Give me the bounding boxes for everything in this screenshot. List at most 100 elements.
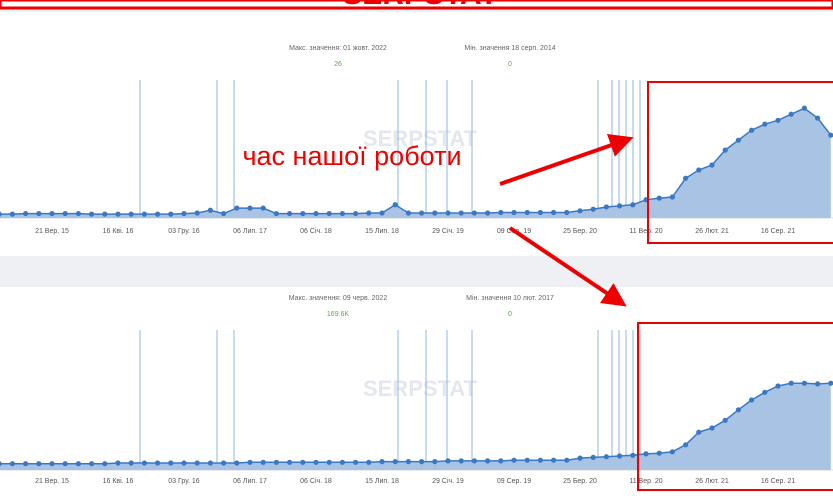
point bbox=[326, 210, 332, 217]
point bbox=[458, 210, 464, 216]
x-tick-label: 11 Вер. 20 bbox=[629, 478, 662, 485]
highlight-box bbox=[637, 322, 833, 491]
point bbox=[247, 205, 253, 211]
point bbox=[155, 460, 161, 466]
point bbox=[696, 167, 702, 173]
point bbox=[617, 203, 623, 209]
point bbox=[260, 459, 266, 465]
arrow bbox=[508, 226, 627, 307]
max-value: 169.6K bbox=[327, 311, 350, 318]
point bbox=[0, 461, 2, 467]
point bbox=[273, 459, 279, 465]
point bbox=[300, 210, 306, 217]
point bbox=[630, 202, 636, 208]
x-tick-label: 16 Кві. 16 bbox=[103, 477, 134, 485]
point bbox=[89, 211, 95, 217]
point bbox=[181, 210, 187, 217]
x-tick-label: 29 Січ. 19 bbox=[432, 227, 464, 235]
point bbox=[762, 121, 768, 127]
point bbox=[709, 425, 715, 431]
point bbox=[234, 460, 240, 466]
point bbox=[749, 397, 755, 403]
watermark: SERPSTAT bbox=[363, 376, 478, 401]
point bbox=[75, 210, 81, 217]
point bbox=[313, 210, 319, 217]
point bbox=[511, 457, 517, 463]
point bbox=[353, 210, 359, 217]
point bbox=[89, 461, 95, 467]
point bbox=[828, 132, 833, 138]
point bbox=[0, 211, 2, 217]
point bbox=[471, 210, 477, 216]
point bbox=[379, 459, 385, 465]
point bbox=[762, 389, 768, 395]
x-tick-label: 21 Вер. 15 bbox=[35, 228, 69, 235]
point bbox=[498, 458, 504, 464]
point bbox=[207, 460, 213, 466]
point bbox=[722, 147, 728, 153]
banner bbox=[0, 0, 833, 10]
x-tick-label: 25 Бер. 20 bbox=[563, 478, 597, 485]
point bbox=[656, 195, 662, 201]
point bbox=[696, 429, 702, 435]
x-tick-label: 06 Січ. 18 bbox=[300, 227, 332, 235]
arrow bbox=[499, 133, 634, 186]
point bbox=[537, 209, 544, 216]
point bbox=[564, 209, 570, 216]
point bbox=[141, 211, 147, 217]
point bbox=[722, 417, 728, 423]
point bbox=[445, 210, 451, 216]
point bbox=[432, 210, 438, 216]
point bbox=[551, 457, 557, 463]
point bbox=[260, 205, 266, 211]
point bbox=[9, 211, 15, 217]
annotation: час нашої роботи bbox=[242, 141, 461, 171]
point bbox=[828, 380, 833, 386]
max-value: 26 bbox=[334, 61, 342, 68]
point bbox=[300, 459, 306, 465]
point bbox=[102, 211, 108, 217]
point bbox=[445, 458, 451, 464]
point bbox=[49, 210, 55, 217]
point bbox=[775, 117, 781, 123]
point bbox=[630, 452, 636, 458]
point bbox=[485, 210, 491, 216]
x-tick-label: 21 Вер. 15 bbox=[35, 478, 69, 485]
point bbox=[775, 383, 781, 389]
point bbox=[62, 461, 68, 467]
point bbox=[194, 460, 200, 466]
point bbox=[590, 206, 596, 212]
point bbox=[49, 461, 55, 467]
x-tick-label: 25 Бер. 20 bbox=[563, 228, 597, 235]
point bbox=[564, 457, 570, 463]
point bbox=[9, 461, 15, 467]
x-tick-label: 16 Сер. 21 bbox=[761, 228, 795, 235]
point bbox=[194, 210, 200, 216]
point bbox=[709, 162, 715, 168]
x-tick-label: 15 Лип. 18 bbox=[365, 228, 399, 235]
point bbox=[221, 460, 227, 466]
point bbox=[405, 459, 411, 465]
min-label: Мін. значення 10 лют. 2017 bbox=[466, 294, 554, 302]
point bbox=[735, 407, 742, 413]
point bbox=[128, 460, 134, 466]
point bbox=[801, 105, 808, 111]
point bbox=[155, 211, 161, 217]
point bbox=[23, 210, 29, 217]
point bbox=[749, 127, 755, 133]
x-tick-label: 03 Гру. 16 bbox=[168, 228, 200, 235]
point bbox=[287, 210, 293, 217]
point bbox=[75, 461, 81, 467]
banner-text: SERPSTAT bbox=[342, 0, 498, 11]
min-value: 0 bbox=[508, 311, 512, 318]
point bbox=[62, 210, 68, 217]
point bbox=[603, 204, 610, 210]
point bbox=[339, 210, 345, 217]
point bbox=[603, 454, 610, 460]
point bbox=[313, 459, 319, 465]
x-tick-label: 06 Січ. 18 bbox=[300, 477, 332, 485]
point bbox=[392, 202, 398, 208]
point bbox=[524, 209, 530, 216]
point bbox=[471, 458, 477, 464]
